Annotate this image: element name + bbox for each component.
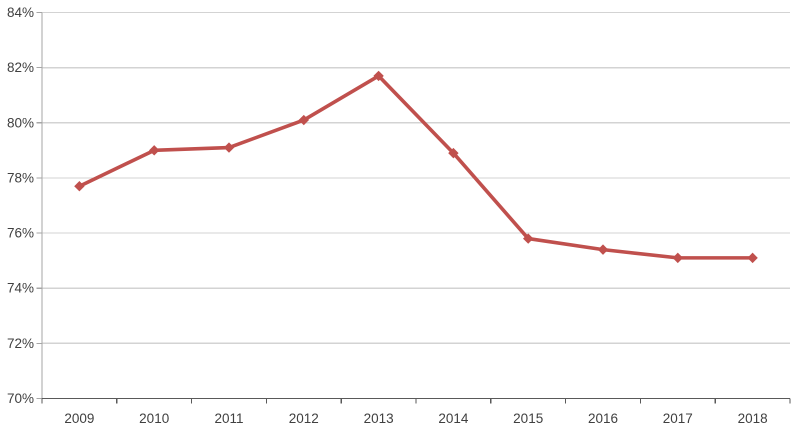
data-point-marker <box>74 181 85 192</box>
data-point-marker <box>149 145 160 156</box>
x-tick-label: 2012 <box>289 411 319 426</box>
data-point-marker <box>298 114 309 126</box>
x-tick-label: 2013 <box>364 411 394 426</box>
data-point-marker <box>523 233 534 244</box>
data-point-marker <box>597 244 609 255</box>
y-tick-label: 74% <box>7 281 34 296</box>
y-tick-label: 72% <box>7 336 34 351</box>
y-tick-label: 78% <box>7 170 34 185</box>
x-tick-label: 2016 <box>588 411 618 426</box>
data-line <box>77 74 755 260</box>
x-tick-label: 2018 <box>738 411 768 426</box>
data-point-marker <box>672 252 683 264</box>
data-point-marker <box>747 252 758 264</box>
x-tick-label: 2009 <box>64 411 94 426</box>
y-tick-label: 76% <box>7 226 34 241</box>
y-tick-label: 84% <box>7 5 34 20</box>
x-tick-label: 2011 <box>214 411 243 426</box>
data-point-marker <box>373 70 384 82</box>
x-tick-label: 2017 <box>663 411 693 426</box>
data-point-marker <box>448 147 459 159</box>
y-tick-label: 82% <box>7 60 34 75</box>
y-tick-label: 80% <box>7 115 34 130</box>
x-tick-label: 2014 <box>438 411 469 426</box>
data-point-marker <box>223 142 235 153</box>
y-tick-label: 70% <box>7 391 34 406</box>
x-tick-label: 2015 <box>513 411 543 426</box>
x-tick-label: 2010 <box>139 411 169 426</box>
